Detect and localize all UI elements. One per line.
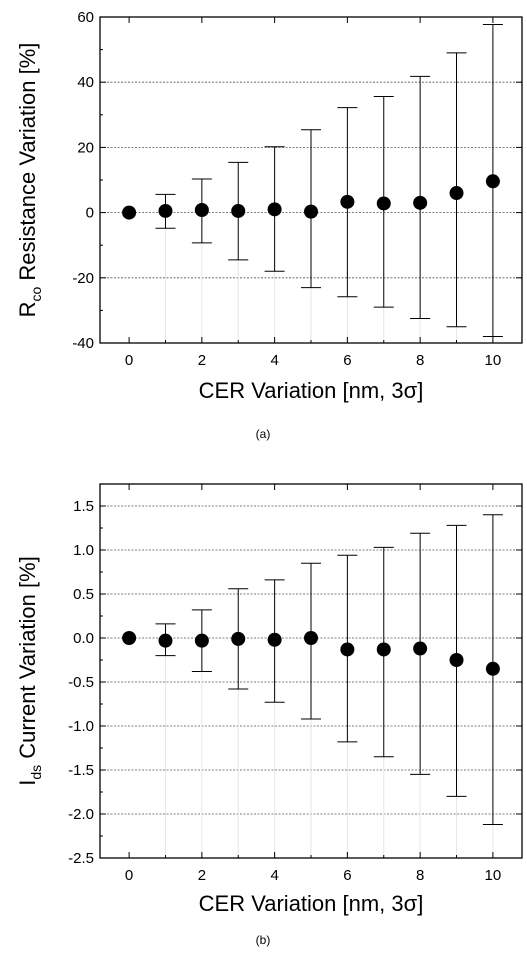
x-tick-label: 0	[125, 352, 133, 369]
x-axis-title: CER Variation [nm, 3σ]	[199, 891, 424, 916]
x-tick-label: 2	[198, 867, 206, 884]
y-tick-label: -2.0	[68, 806, 94, 823]
data-point	[449, 186, 464, 201]
x-tick-label: 0	[125, 867, 133, 884]
x-tick-label: 8	[416, 352, 424, 369]
data-point	[413, 195, 428, 210]
y-axis-title-rest: Current Variation [%]	[15, 556, 40, 765]
x-axis-title: CER Variation [nm, 3σ]	[199, 378, 424, 403]
x-tick-label: 6	[343, 352, 351, 369]
y-tick-label: -0.5	[68, 674, 94, 691]
data-point	[304, 631, 318, 645]
y-tick-label: 40	[77, 74, 94, 91]
y-tick-label: -20	[72, 270, 94, 287]
y-axis-title-main: R	[15, 302, 40, 318]
x-tick-label: 10	[485, 867, 502, 884]
y-axis-title: Ids Current Variation [%]	[15, 556, 44, 786]
data-point	[485, 174, 500, 189]
data-point	[122, 205, 137, 220]
y-axis-title-main: I	[15, 780, 40, 786]
y-axis-title-rest: Resistance Variation [%]	[15, 43, 40, 287]
x-tick-label: 4	[270, 867, 278, 884]
data-point	[267, 202, 282, 217]
data-point	[158, 633, 173, 648]
y-tick-label: 60	[77, 9, 94, 26]
y-tick-label: 0.5	[73, 586, 94, 603]
data-point	[413, 641, 428, 656]
y-tick-label: 0	[86, 205, 94, 222]
data-point	[158, 203, 173, 218]
x-tick-label: 6	[343, 867, 351, 884]
chart-panel-b: -2.5 -2.0 -1.5 -1.0 -0.5 0.0 0.5 1.0 1.5 0 2 4 6 8 10 C…	[15, 483, 523, 947]
panel-caption: (b)	[256, 933, 271, 947]
y-tick-label: -40	[72, 335, 94, 352]
data-point	[340, 194, 355, 209]
x-tick-label: 10	[485, 352, 502, 369]
data-point	[122, 631, 137, 645]
data-point	[194, 202, 209, 217]
data-point	[376, 642, 391, 657]
chart-panel-a: -40 -20 0 20 40 60 0 2 4 6 8 10 CER Variation [nm, 3…	[15, 9, 523, 441]
x-tick-label: 2	[198, 352, 206, 369]
y-tick-label: -1.0	[68, 718, 94, 735]
data-point	[449, 653, 464, 667]
x-tick-label: 8	[416, 867, 424, 884]
y-axis-title-subscript: ds	[28, 765, 44, 780]
y-tick-label: 20	[77, 139, 94, 156]
x-tick-label: 4	[270, 352, 278, 369]
data-point	[340, 642, 355, 657]
y-tick-label: 1.5	[73, 498, 94, 515]
y-tick-label: 0.0	[73, 630, 94, 647]
data-point	[194, 633, 209, 648]
y-tick-label: -2.5	[68, 850, 94, 867]
y-axis-title: Rco Resistance Variation [%]	[15, 43, 44, 318]
y-tick-label: 1.0	[73, 542, 94, 559]
data-point	[267, 632, 282, 647]
data-point	[485, 661, 500, 676]
data-point	[231, 631, 246, 646]
data-point	[376, 196, 391, 211]
panel-caption: (a)	[256, 427, 271, 441]
data-point	[231, 203, 246, 218]
y-tick-label: -1.5	[68, 762, 94, 779]
data-point	[304, 204, 318, 219]
y-axis-title-subscript: co	[28, 287, 44, 302]
